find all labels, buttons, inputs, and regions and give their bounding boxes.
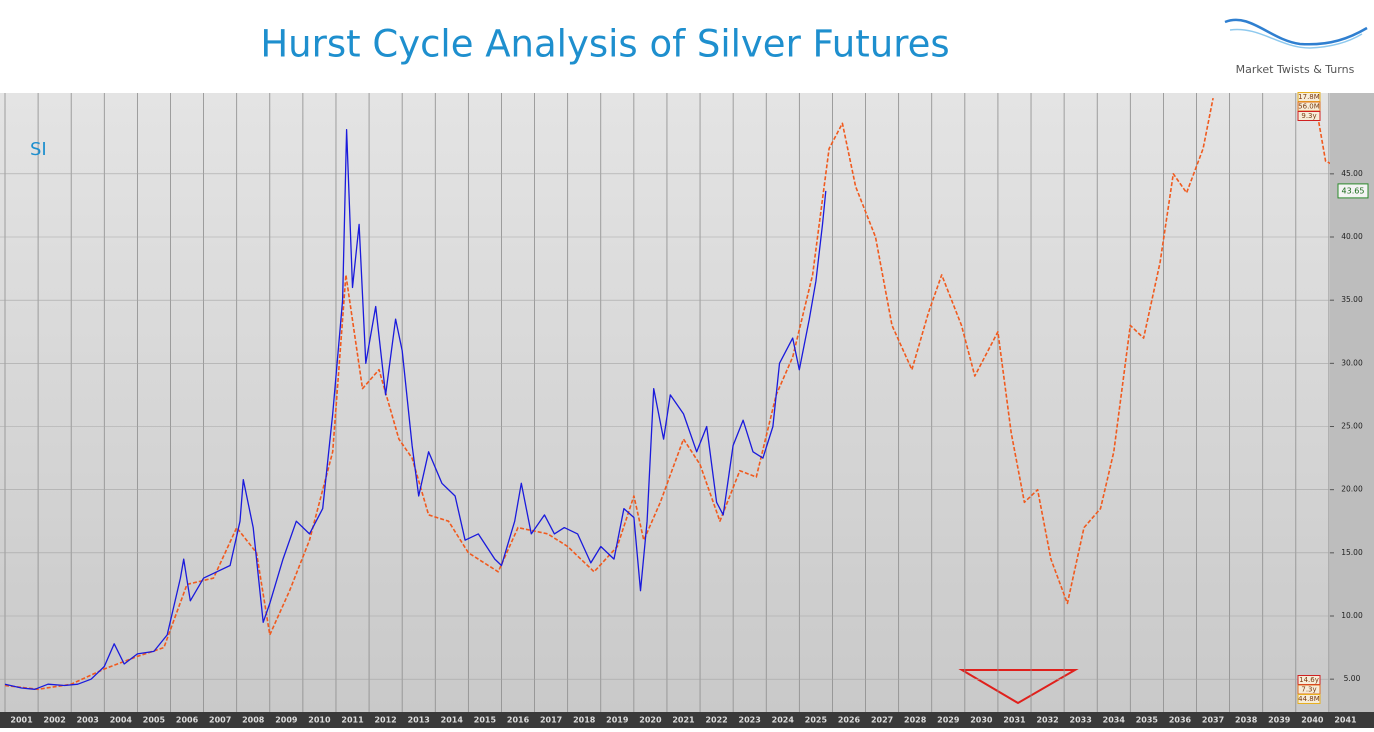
cycle-label: 7.3y — [1301, 686, 1316, 694]
x-tick-label: 2026 — [838, 716, 861, 725]
x-tick-label: 2035 — [1136, 716, 1159, 725]
x-tick-label: 2040 — [1301, 716, 1324, 725]
x-tick-label: 2007 — [209, 716, 231, 725]
x-tick-label: 2002 — [44, 716, 66, 725]
x-tick-label: 2030 — [970, 716, 993, 725]
brand: Market Twists & Turns — [1236, 63, 1355, 76]
y-tick-label: 20.00 — [1341, 485, 1363, 494]
x-tick-label: 2016 — [507, 716, 530, 725]
logo-swoosh — [1224, 18, 1368, 46]
x-tick-label: 2009 — [275, 716, 298, 725]
x-tick-label: 2018 — [573, 716, 596, 725]
x-tick-label: 2023 — [739, 716, 761, 725]
legend-label: SI — [30, 139, 47, 160]
cycle-label-box — [1297, 694, 1321, 704]
y-tick-label: 30.00 — [1341, 358, 1363, 367]
cycle-label: 44.8M — [1298, 695, 1320, 703]
x-tick-label: 2003 — [77, 716, 99, 725]
x-tick-label: 2027 — [871, 716, 893, 725]
cycle-label: 56.0M — [1298, 103, 1320, 111]
x-tick-label: 2012 — [374, 716, 396, 725]
cycle-trough-marker — [958, 669, 1079, 705]
x-tick-label: 2025 — [805, 716, 828, 725]
x-tick-label: 2020 — [639, 716, 662, 725]
x-tick-label: 2038 — [1235, 716, 1258, 725]
x-tick-label: 2013 — [408, 716, 430, 725]
header — [0, 0, 1374, 93]
y-tick-label: 15.00 — [1341, 548, 1363, 557]
x-tick-label: 2019 — [606, 716, 629, 725]
x-tick-label: 2029 — [937, 716, 960, 725]
x-tick-label: 2033 — [1070, 716, 1092, 725]
y-tick-label: 35.00 — [1341, 295, 1363, 304]
x-tick-label: 2028 — [904, 716, 927, 725]
y-tick-label: 45.00 — [1341, 169, 1363, 178]
chart-title: Hurst Cycle Analysis of Silver Futures — [260, 23, 949, 66]
x-tick-label: 2005 — [143, 716, 166, 725]
x-tick-label: 2041 — [1334, 716, 1357, 725]
last-value-label: 43.65 — [1342, 186, 1365, 195]
x-tick-label: 2017 — [540, 716, 562, 725]
logo-swoosh — [1229, 28, 1363, 49]
x-tick-label: 2022 — [705, 716, 727, 725]
series-line — [4, 128, 827, 690]
cycle-label: 14.6y — [1299, 676, 1319, 684]
x-tick-label: 2031 — [1003, 716, 1026, 725]
x-tick-label: 2034 — [1103, 716, 1126, 725]
plot — [0, 93, 1330, 712]
x-tick-label: 2021 — [672, 716, 695, 725]
cycle-label-box — [1297, 111, 1321, 121]
y-tick-label: 25.00 — [1341, 422, 1363, 431]
x-tick-label: 2032 — [1036, 716, 1058, 725]
x-tick-label: 2006 — [176, 716, 199, 725]
x-tick-label: 2010 — [308, 716, 331, 725]
x-tick-label: 2004 — [110, 716, 133, 725]
x-tick-label: 2037 — [1202, 716, 1224, 725]
x-tick-label: 2001 — [10, 716, 33, 725]
y-tick-label: 10.00 — [1341, 611, 1363, 620]
x-tick-label: 2014 — [441, 716, 464, 725]
cycle-label: 9.3y — [1301, 112, 1316, 120]
y-tick-label: 40.00 — [1341, 232, 1363, 241]
x-tick-label: 2024 — [772, 716, 795, 725]
last-value-box — [1337, 183, 1369, 199]
x-tick-label: 2036 — [1169, 716, 1192, 725]
x-tick-label: 2011 — [341, 716, 364, 725]
y-tick-label: 5.00 — [1344, 674, 1361, 683]
cycle-label: 17.8M — [1298, 93, 1320, 101]
plot-area — [0, 93, 1330, 712]
x-tick-label: 2039 — [1268, 716, 1291, 725]
x-axis-bar — [0, 712, 1374, 728]
x-tick-label: 2008 — [242, 716, 265, 725]
x-tick-label: 2015 — [474, 716, 497, 725]
series-line — [4, 97, 1330, 691]
